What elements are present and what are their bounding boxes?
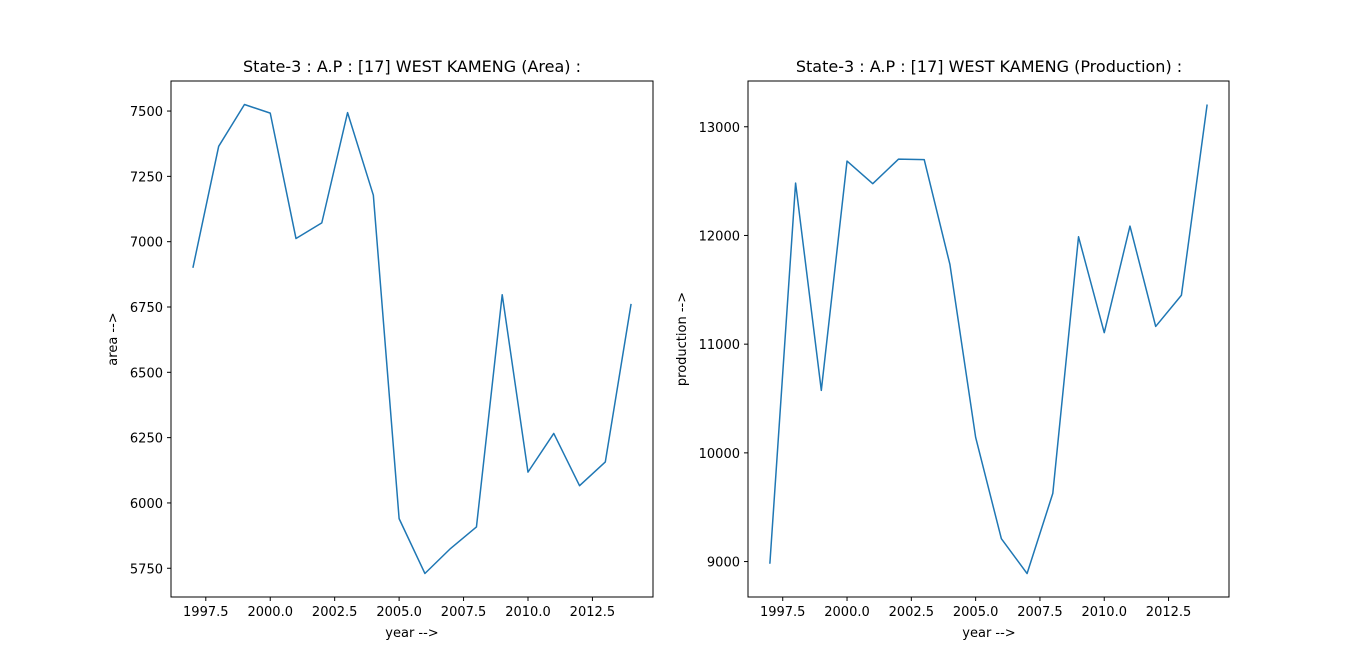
y-tick-label: 5750 [130, 562, 163, 577]
plot-frame [747, 80, 1230, 598]
x-tick-label: 2002.5 [889, 605, 935, 620]
x-tick-label: 2000.0 [247, 605, 293, 620]
y-tick-label: 7250 [130, 170, 163, 185]
x-tick-label: 2007.5 [441, 605, 487, 620]
x-axis-label: year --> [962, 626, 1015, 641]
y-tick-label: 11000 [699, 338, 740, 353]
y-tick-label: 6500 [130, 366, 163, 381]
x-tick-label: 2010.0 [1081, 605, 1127, 620]
series-line [769, 104, 1208, 575]
y-axis-label: area --> [106, 312, 121, 365]
y-tick-label: 12000 [699, 229, 740, 244]
chart-production: State-3 : A.P : [17] WEST KAMENG (Produc… [675, 57, 1230, 641]
x-axis-label: year --> [385, 626, 438, 641]
y-tick-label: 6000 [130, 497, 163, 512]
x-tick-label: 1997.5 [760, 605, 806, 620]
x-tick-label: 2012.5 [1146, 605, 1192, 620]
chart-title: State-3 : A.P : [17] WEST KAMENG (Area) … [243, 57, 581, 76]
y-tick-label: 10000 [699, 447, 740, 462]
x-tick-label: 2012.5 [570, 605, 616, 620]
chart-area: State-3 : A.P : [17] WEST KAMENG (Area) … [106, 57, 654, 641]
series-line [192, 103, 632, 575]
y-axis-label: production --> [675, 292, 690, 386]
x-tick-label: 2005.0 [953, 605, 999, 620]
y-tick-label: 6250 [130, 432, 163, 447]
y-tick-label: 7000 [130, 236, 163, 251]
x-tick-label: 2002.5 [312, 605, 358, 620]
x-tick-label: 1997.5 [183, 605, 229, 620]
plot-frame [170, 80, 654, 598]
y-tick-label: 9000 [707, 556, 740, 571]
chart-title: State-3 : A.P : [17] WEST KAMENG (Produc… [796, 57, 1182, 76]
y-tick-label: 13000 [699, 121, 740, 136]
x-tick-label: 2005.0 [376, 605, 422, 620]
y-tick-label: 6750 [130, 301, 163, 316]
x-tick-label: 2000.0 [824, 605, 870, 620]
x-tick-label: 2010.0 [505, 605, 551, 620]
y-tick-label: 7500 [130, 105, 163, 120]
x-tick-label: 2007.5 [1017, 605, 1063, 620]
